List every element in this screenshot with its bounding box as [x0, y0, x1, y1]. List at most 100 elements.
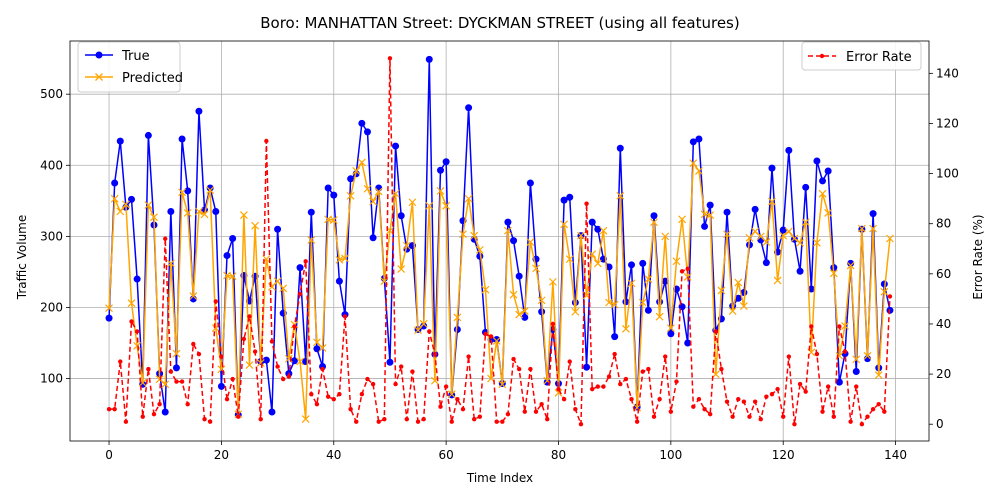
data-point-predicted — [532, 264, 540, 273]
data-point-error-rate — [623, 376, 629, 382]
data-point-predicted — [846, 261, 855, 270]
data-point-predicted — [256, 359, 265, 367]
y2-tick-label: 0 — [936, 417, 944, 431]
data-point-error-rate — [292, 324, 297, 329]
data-point-error-rate — [584, 201, 589, 206]
data-point-predicted — [200, 210, 209, 219]
data-point-error-rate — [320, 366, 325, 372]
data-point-error-rate — [561, 396, 567, 402]
y-tick-label: 500 — [40, 87, 63, 101]
data-point-true — [184, 187, 192, 195]
data-point-error-rate — [724, 399, 730, 404]
data-point-error-rate — [286, 374, 292, 379]
data-point-error-rate — [696, 396, 702, 402]
data-point-true — [835, 378, 843, 386]
y2-tick-label: 80 — [936, 217, 951, 231]
data-point-true — [229, 235, 237, 243]
data-point-true — [605, 263, 613, 271]
data-point-predicted — [588, 250, 597, 259]
data-point-predicted — [824, 208, 833, 217]
data-point-error-rate — [118, 359, 123, 364]
data-point-predicted — [419, 319, 428, 328]
data-point-predicted — [852, 355, 861, 364]
legend-error: Error Rate — [801, 41, 922, 71]
data-point-error-rate — [545, 416, 550, 422]
data-point-predicted — [560, 220, 569, 229]
data-point-error-rate — [348, 406, 353, 412]
data-point-error-rate — [775, 386, 780, 392]
data-point-true — [442, 158, 450, 166]
x-tick-label: 60 — [438, 448, 453, 462]
data-point-true — [313, 345, 321, 353]
data-point-error-rate — [769, 391, 775, 397]
data-point-predicted — [796, 238, 804, 247]
data-point-error-rate — [679, 269, 685, 274]
data-point-true — [644, 306, 652, 314]
data-point-true — [661, 277, 669, 285]
data-point-true — [807, 285, 815, 293]
data-point-error-rate — [550, 321, 556, 327]
data-point-true — [195, 107, 203, 115]
data-point-error-rate — [281, 376, 286, 382]
data-point-predicted — [183, 208, 192, 217]
data-point-error-rate — [747, 414, 752, 419]
data-point-predicted — [273, 277, 282, 286]
data-point-predicted — [436, 186, 445, 195]
data-point-true — [566, 193, 574, 201]
y2-tick-label: 120 — [936, 116, 959, 130]
data-point-true — [667, 330, 675, 338]
data-point-predicted — [301, 415, 310, 424]
data-point-predicted — [672, 257, 681, 266]
data-point-true — [734, 294, 742, 302]
data-point-error-rate — [854, 384, 859, 389]
data-point-error-rate — [764, 394, 769, 399]
data-point-true — [751, 205, 759, 213]
data-point-error-rate — [185, 401, 190, 407]
data-point-error-rate — [477, 414, 483, 419]
data-point-error-rate — [578, 422, 584, 427]
data-point-error-rate — [415, 419, 421, 424]
data-point-error-rate — [730, 414, 735, 419]
data-point-error-rate — [842, 349, 848, 354]
x-tick-label: 140 — [884, 448, 907, 462]
data-point-true — [358, 119, 366, 127]
data-point-error-rate — [134, 329, 140, 334]
data-point-true — [695, 135, 703, 143]
data-point-predicted — [161, 380, 170, 389]
data-point-error-rate — [123, 419, 129, 424]
y2-tick-label: 40 — [936, 317, 951, 331]
data-point-predicted — [520, 307, 529, 315]
legend-label-error: Error Rate — [846, 50, 912, 65]
data-point-error-rate — [719, 366, 724, 372]
x-tick-label: 40 — [326, 448, 341, 462]
data-point-predicted — [655, 312, 664, 321]
data-point-error-rate — [168, 369, 174, 374]
data-point-error-rate — [702, 406, 707, 412]
data-point-error-rate — [163, 236, 168, 241]
data-point-true — [397, 212, 405, 220]
data-point-true — [852, 367, 860, 375]
series-predicted — [105, 158, 894, 424]
data-point-error-rate — [741, 399, 747, 404]
data-point-predicted — [723, 230, 731, 239]
data-point-error-rate — [202, 416, 207, 422]
data-point-error-rate — [589, 386, 595, 392]
data-point-predicted — [408, 198, 417, 207]
legend-label-predicted: Predicted — [122, 71, 183, 86]
data-point-error-rate — [651, 414, 657, 419]
data-point-true — [723, 208, 731, 216]
data-point-error-rate — [421, 416, 426, 422]
data-point-predicted — [874, 371, 883, 379]
data-point-predicted — [374, 187, 383, 196]
data-point-error-rate — [814, 351, 820, 357]
data-point-predicted — [509, 290, 518, 299]
chart-title: Boro: MANHATTAN Street: DYCKMAN STREET (… — [260, 14, 739, 32]
legend-series: True Predicted — [77, 41, 183, 93]
data-point-true — [425, 55, 433, 63]
data-point-error-rate — [825, 384, 831, 389]
data-point-predicted — [548, 277, 557, 286]
data-point-error-rate — [601, 384, 606, 389]
y2-tick-label: 60 — [936, 267, 951, 281]
data-point-predicted — [391, 189, 400, 198]
x-axis-title: Time Index — [466, 471, 533, 485]
